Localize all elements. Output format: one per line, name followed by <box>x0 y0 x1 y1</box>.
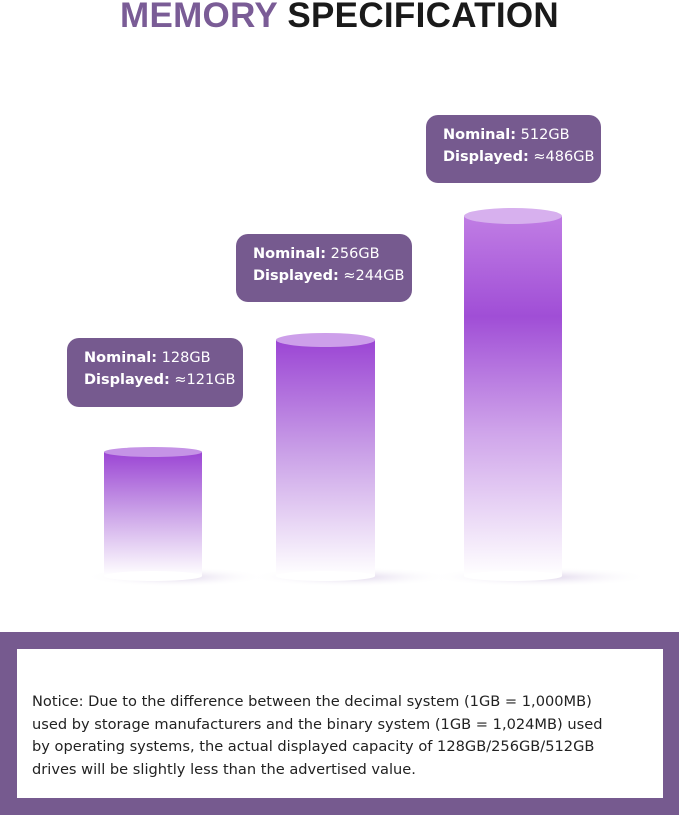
nominal-value: 256GB <box>330 246 380 262</box>
nominal-value: 128GB <box>161 350 211 366</box>
displayed-label: Displayed: <box>443 149 529 165</box>
nominal-label: Nominal: <box>84 350 158 366</box>
notice-line: by operating systems, the actual display… <box>32 738 595 755</box>
displayed-value: ≈121GB <box>174 372 236 388</box>
displayed-value: ≈244GB <box>343 268 405 284</box>
cylinder-128gb <box>85 447 265 587</box>
cylinder-256gb <box>250 333 450 587</box>
title-memory: MEMORY <box>119 0 278 35</box>
label-256gb: Nominal: 256GB Displayed: ≈244GB <box>236 234 412 302</box>
notice-line: used by storage manufacturers and the bi… <box>32 715 603 733</box>
label-128gb: Nominal: 128GB Displayed: ≈121GB <box>67 338 243 407</box>
displayed-label: Displayed: <box>253 268 339 284</box>
notice-line: Notice: Due to the difference between th… <box>32 693 592 710</box>
nominal-label: Nominal: <box>253 246 327 262</box>
notice-line: drives will be slightly less than the ad… <box>32 760 416 778</box>
nominal-value: 512GB <box>520 127 570 143</box>
label-512gb: Nominal: 512GB Displayed: ≈486GB <box>426 115 601 183</box>
nominal-label: Nominal: <box>443 127 517 143</box>
notice-box: Notice: Due to the difference between th… <box>17 649 663 798</box>
title-specification: SPECIFICATION <box>287 0 559 35</box>
capacity-cylinder-chart <box>85 208 650 587</box>
page-title: MEMORY SPECIFICATION <box>0 0 679 36</box>
notice-panel: Notice: Due to the difference between th… <box>0 632 679 815</box>
displayed-label: Displayed: <box>84 372 170 388</box>
displayed-value: ≈486GB <box>533 149 595 165</box>
cylinder-512gb <box>430 208 650 587</box>
notice-text: Notice: Due to the difference between th… <box>32 691 652 781</box>
